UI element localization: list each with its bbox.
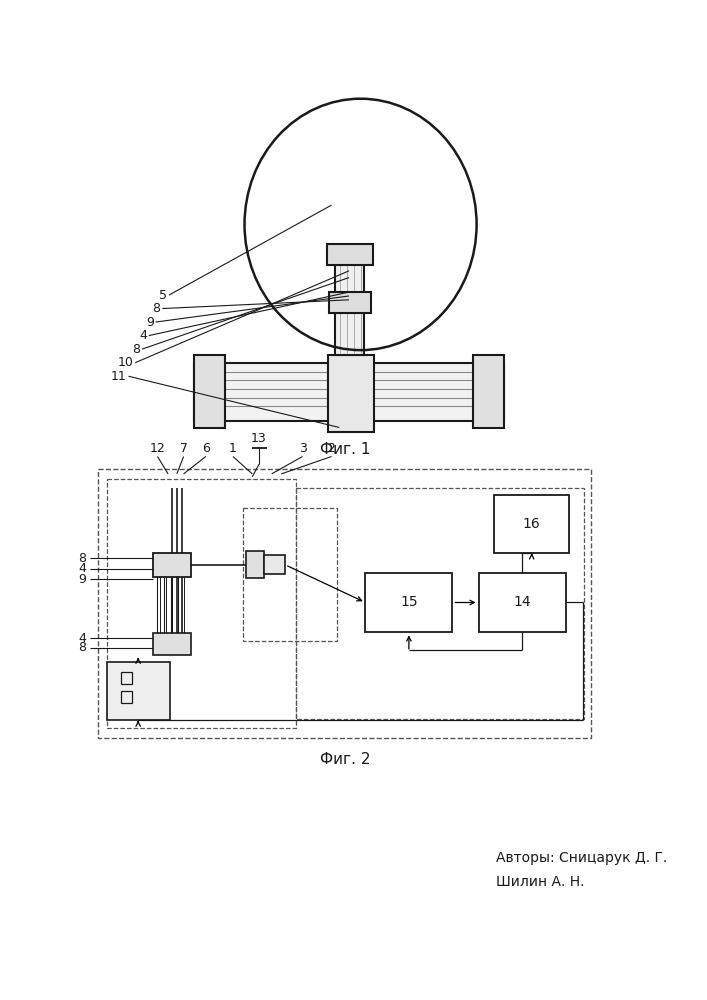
Bar [327, 244, 373, 265]
Bar [473, 355, 503, 428]
Bar [264, 555, 285, 574]
Text: 9: 9 [146, 316, 153, 329]
Text: 8: 8 [78, 552, 86, 565]
Text: 15: 15 [400, 595, 418, 609]
Bar [194, 363, 503, 421]
Text: 10: 10 [117, 356, 134, 369]
Text: 3: 3 [298, 442, 306, 455]
Text: 1: 1 [229, 442, 237, 455]
Text: Шилин А. Н.: Шилин А. Н. [496, 875, 585, 889]
Bar [329, 292, 371, 313]
Bar [107, 479, 296, 728]
Text: 4: 4 [139, 329, 147, 342]
Text: 8: 8 [153, 302, 160, 315]
Bar [107, 662, 170, 720]
Bar [194, 355, 226, 428]
Text: 8: 8 [78, 641, 86, 654]
Text: 11: 11 [111, 370, 127, 383]
Text: Фиг. 2: Фиг. 2 [320, 752, 370, 767]
Text: 2: 2 [327, 442, 336, 455]
Bar [327, 355, 374, 432]
Text: 13: 13 [251, 432, 267, 445]
Text: 14: 14 [513, 595, 531, 609]
Bar [494, 495, 569, 553]
Bar [153, 553, 192, 577]
Bar [121, 672, 132, 684]
Bar [479, 573, 566, 632]
Text: 8: 8 [132, 343, 140, 356]
Text: 12: 12 [150, 442, 165, 455]
Text: 4: 4 [78, 562, 86, 575]
Text: 7: 7 [180, 442, 187, 455]
Bar [296, 488, 584, 719]
Bar [243, 508, 337, 641]
Text: 5: 5 [159, 289, 167, 302]
Text: 6: 6 [202, 442, 210, 455]
Bar [335, 263, 364, 355]
Text: Фиг. 1: Фиг. 1 [320, 442, 370, 457]
Text: 9: 9 [78, 573, 86, 586]
Text: Авторы: Сницарук Д. Г.: Авторы: Сницарук Д. Г. [496, 851, 667, 865]
Bar [247, 551, 264, 578]
Bar [366, 573, 452, 632]
Text: 16: 16 [523, 517, 541, 531]
Bar [98, 469, 591, 738]
Bar [121, 691, 132, 703]
Text: 4: 4 [78, 632, 86, 645]
Bar [153, 633, 192, 655]
